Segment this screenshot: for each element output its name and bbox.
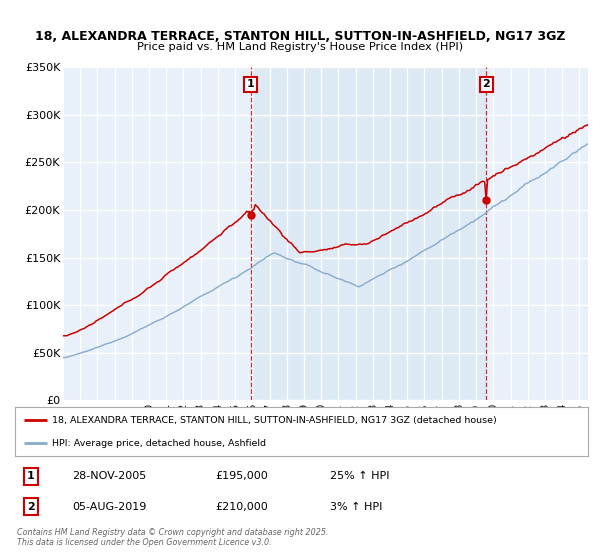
Text: 28-NOV-2005: 28-NOV-2005 (73, 472, 146, 482)
Text: 1: 1 (247, 80, 254, 90)
Text: 2: 2 (27, 502, 35, 512)
Text: 18, ALEXANDRA TERRACE, STANTON HILL, SUTTON-IN-ASHFIELD, NG17 3GZ (detached hous: 18, ALEXANDRA TERRACE, STANTON HILL, SUT… (52, 416, 497, 425)
Text: £210,000: £210,000 (215, 502, 268, 512)
Text: 1: 1 (27, 472, 35, 482)
Text: HPI: Average price, detached house, Ashfield: HPI: Average price, detached house, Ashf… (52, 438, 266, 447)
Text: 25% ↑ HPI: 25% ↑ HPI (330, 472, 389, 482)
Bar (251, 67, 487, 400)
Text: £195,000: £195,000 (215, 472, 268, 482)
Text: 3% ↑ HPI: 3% ↑ HPI (330, 502, 383, 512)
Text: Contains HM Land Registry data © Crown copyright and database right 2025.
This d: Contains HM Land Registry data © Crown c… (17, 528, 328, 547)
Text: Price paid vs. HM Land Registry's House Price Index (HPI): Price paid vs. HM Land Registry's House … (137, 42, 463, 52)
Text: 05-AUG-2019: 05-AUG-2019 (73, 502, 146, 512)
Text: 2: 2 (482, 80, 490, 90)
Text: 18, ALEXANDRA TERRACE, STANTON HILL, SUTTON-IN-ASHFIELD, NG17 3GZ: 18, ALEXANDRA TERRACE, STANTON HILL, SUT… (35, 30, 565, 43)
